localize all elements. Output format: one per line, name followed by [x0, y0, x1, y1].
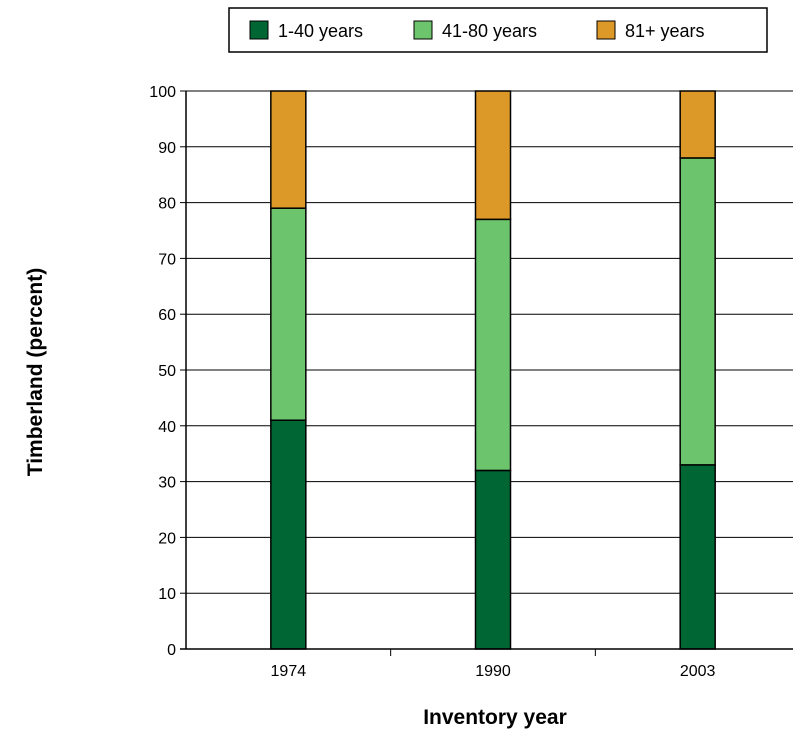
y-tick-label: 70 [158, 251, 176, 268]
bar-segment [679, 157, 716, 466]
bars [270, 90, 716, 650]
y-tick-label: 50 [158, 363, 176, 380]
y-tick-label: 60 [158, 307, 176, 324]
axes [180, 90, 793, 656]
bar-segment [679, 90, 716, 159]
legend-label: 81+ years [625, 21, 705, 41]
y-tick-labels: 0 10 20 30 40 50 60 70 80 90 100 [149, 84, 176, 659]
legend-swatch [596, 20, 616, 40]
bar-segment [270, 90, 307, 209]
legend-swatch [413, 20, 433, 40]
bar-segment [270, 419, 307, 650]
y-tick-label: 0 [167, 642, 176, 659]
legend-frame [228, 7, 768, 53]
x-tick-labels: 1974 1990 2003 [271, 663, 716, 680]
bar-segment [474, 218, 512, 472]
y-tick-label: 100 [149, 84, 176, 101]
bar-segment [270, 207, 307, 421]
legend-swatch [249, 20, 269, 40]
legend: 1-40 years 41-80 years 81+ years [228, 7, 768, 53]
x-tick-label: 1990 [475, 663, 511, 680]
y-tick-label: 10 [158, 586, 176, 603]
y-tick-label: 30 [158, 475, 176, 492]
legend-label: 1-40 years [278, 21, 363, 41]
y-tick-label: 80 [158, 196, 176, 213]
x-tick-label: 1974 [271, 663, 307, 680]
bar-segment [474, 469, 512, 650]
legend-label: 41-80 years [442, 21, 537, 41]
x-axis-title: Inventory year [423, 706, 567, 729]
y-tick-label: 90 [158, 140, 176, 157]
bar-segment [679, 464, 716, 650]
bar-segment [474, 90, 512, 221]
y-tick-label: 40 [158, 419, 176, 436]
y-axis-title: Timberland (percent) [24, 268, 47, 476]
y-tick-label: 20 [158, 530, 176, 547]
x-tick-label: 2003 [680, 663, 716, 680]
